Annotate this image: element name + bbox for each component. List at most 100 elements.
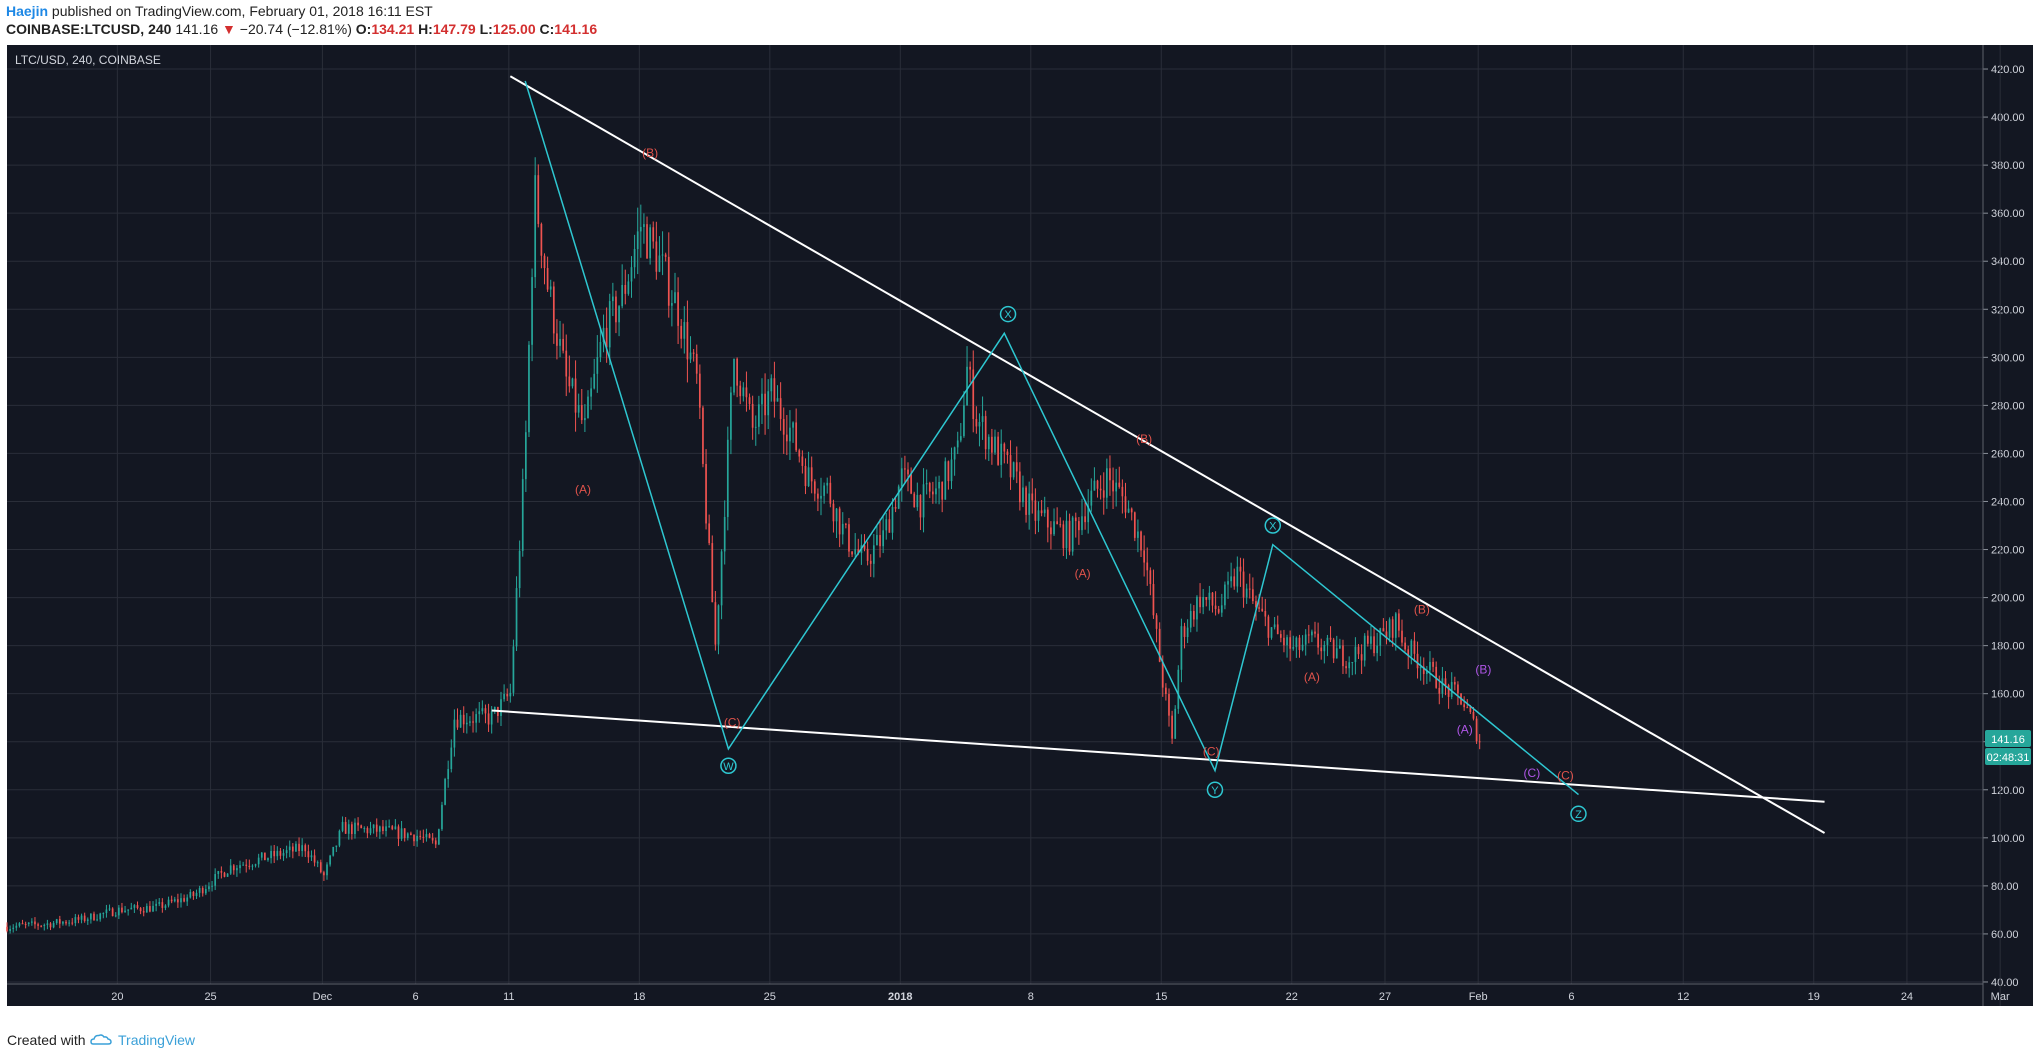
- candle-body: [1034, 500, 1037, 521]
- candle-body: [167, 899, 170, 906]
- candle-body: [1078, 521, 1080, 531]
- candle-body: [1019, 471, 1021, 503]
- y-tick-label: 400.00: [1991, 112, 2025, 124]
- upper-trendline[interactable]: [509, 75, 1826, 834]
- candle-body: [1127, 508, 1130, 513]
- x-tick-label: Feb: [1469, 991, 1488, 1003]
- candle-body: [173, 899, 176, 902]
- x-tick-label: 25: [764, 991, 776, 1003]
- candle-body: [1267, 616, 1270, 638]
- candle-body: [1043, 509, 1046, 514]
- candle-body: [341, 821, 344, 831]
- candle-body: [1366, 635, 1369, 644]
- candle-body: [500, 699, 502, 716]
- candle-body: [332, 846, 335, 856]
- candle-body: [776, 398, 779, 402]
- candle-body: [149, 906, 151, 912]
- candle-body: [114, 915, 117, 917]
- wave-path[interactable]: [524, 80, 1579, 796]
- candle-body: [1463, 704, 1465, 708]
- chart-title: LTC/USD, 240, COINBASE: [15, 53, 161, 67]
- candle-body: [928, 483, 931, 492]
- candle-body: [161, 902, 164, 908]
- candle-body: [105, 909, 108, 914]
- candle-body: [863, 545, 866, 549]
- high-label: H:: [418, 21, 433, 37]
- candle-body: [441, 804, 443, 830]
- candle-body: [1286, 637, 1288, 646]
- candle-body: [611, 296, 614, 302]
- tradingview-logo[interactable]: TradingView: [90, 1032, 195, 1048]
- candle-body: [950, 459, 953, 482]
- candle-body: [1012, 462, 1015, 478]
- x-tick-label: 22: [1286, 991, 1298, 1003]
- y-tick-label: 420.00: [1991, 64, 2025, 76]
- candle-body: [40, 925, 43, 927]
- candle-body: [232, 865, 235, 871]
- candle-body: [671, 303, 673, 306]
- candle-body: [1289, 637, 1292, 649]
- tradingview-brand: TradingView: [118, 1032, 196, 1048]
- y-tick-label: 120.00: [1991, 785, 2025, 797]
- author-link[interactable]: Haejin: [6, 3, 49, 19]
- candle-body: [810, 467, 813, 482]
- candle-body: [493, 706, 496, 712]
- candle-body: [453, 719, 456, 748]
- candle-body: [1453, 682, 1456, 685]
- candle-body: [121, 907, 123, 913]
- candle-body: [832, 503, 835, 522]
- x-tick-label: 6: [1568, 991, 1574, 1003]
- y-tick-label: 340.00: [1991, 256, 2025, 268]
- wave-label: (A): [1457, 723, 1473, 737]
- x-tick-label: 27: [1379, 991, 1391, 1003]
- candle-body: [478, 711, 481, 715]
- candle-body: [6, 926, 8, 931]
- candle-body: [1186, 627, 1189, 637]
- candle-body: [1028, 493, 1031, 515]
- candle-body: [251, 865, 254, 867]
- candle-body: [397, 826, 400, 839]
- candle-body: [1233, 576, 1236, 587]
- candle-body: [1457, 684, 1459, 694]
- candle-body: [1407, 649, 1410, 657]
- y-tick-label: 160.00: [1991, 689, 2025, 701]
- candle-body: [1236, 566, 1239, 587]
- candle-body: [183, 898, 185, 902]
- candle-body: [1006, 451, 1009, 456]
- candle-body: [556, 333, 558, 346]
- candle-body: [767, 391, 770, 416]
- candle-body: [108, 908, 111, 910]
- candle-body: [1311, 631, 1313, 636]
- candle-body: [540, 223, 543, 256]
- candle-body: [751, 403, 754, 428]
- candle-body: [792, 422, 794, 428]
- candle-body: [52, 923, 55, 928]
- candle-body: [450, 747, 453, 770]
- candle-body: [1239, 566, 1242, 572]
- candle-body: [1404, 642, 1406, 650]
- y-tick-label: 100.00: [1991, 833, 2025, 845]
- lower-trendline[interactable]: [491, 709, 1825, 803]
- candle-body: [15, 925, 18, 928]
- candle-body: [568, 376, 571, 387]
- candle-body: [733, 358, 735, 393]
- candle-body: [1152, 584, 1155, 616]
- x-tick-label: 18: [633, 991, 645, 1003]
- candle-body: [378, 826, 381, 832]
- wave-label: (B): [642, 146, 658, 160]
- candle-body: [717, 605, 720, 645]
- candle-body: [900, 468, 903, 487]
- candle-body: [658, 255, 661, 272]
- candle-body: [1130, 508, 1133, 513]
- candle-body: [885, 519, 888, 531]
- last-price-label: 141.16: [1991, 734, 2025, 746]
- candle-body: [1040, 510, 1043, 514]
- candle-body: [245, 864, 248, 866]
- candle-body: [1248, 588, 1251, 590]
- price-chart[interactable]: 420.00 400.00 380.00 360.00 340.00 320.00 300.…: [0, 44, 2035, 1008]
- candle-body: [695, 353, 698, 374]
- candle-body: [531, 277, 533, 345]
- countdown-badge: [1985, 747, 2031, 765]
- candle-body: [636, 231, 639, 250]
- candle-body: [869, 560, 872, 564]
